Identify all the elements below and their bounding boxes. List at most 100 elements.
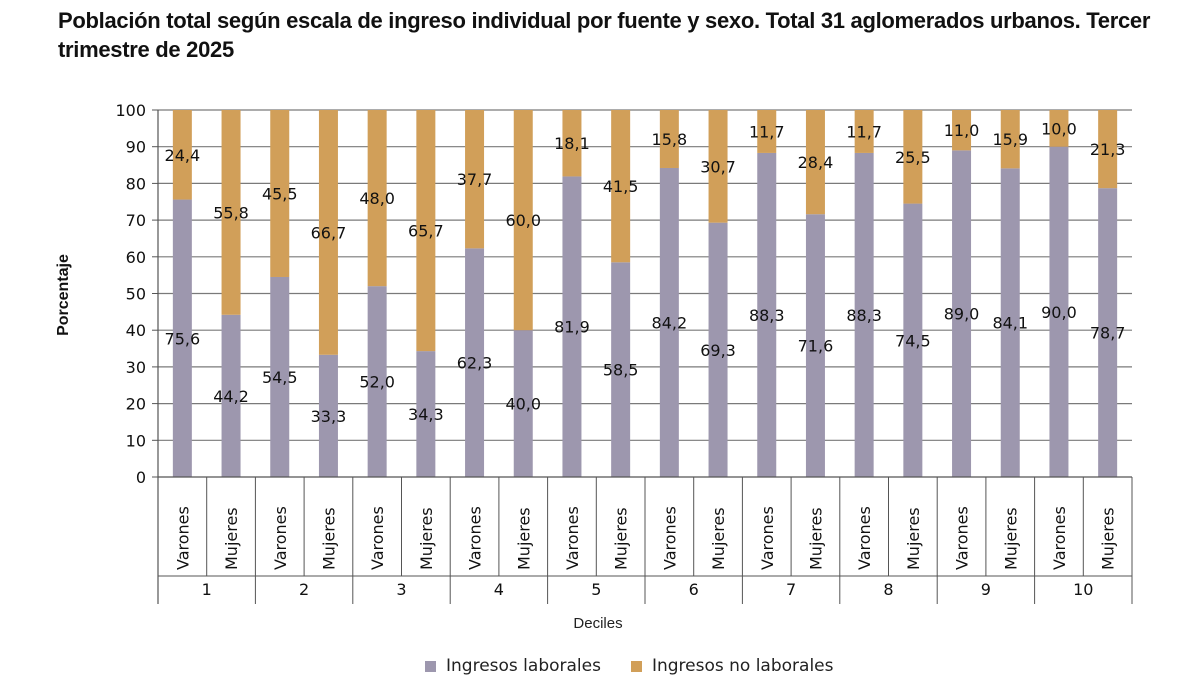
axes: 0 10 20 30 40 50 60 70 80 90 100 1 2 3 4 5 6 7 8 9 10 <box>115 101 1133 604</box>
category-label: Varones <box>1050 506 1069 570</box>
data-label-laborales: 52,0 <box>359 373 395 392</box>
data-label-laborales: 78,7 <box>1090 324 1126 343</box>
data-label-laborales: 74,5 <box>895 331 931 350</box>
bar-no-laborales <box>465 110 485 249</box>
category-label: Varones <box>173 506 192 570</box>
category-label: Varones <box>563 506 582 570</box>
bar-laborales <box>1098 188 1118 477</box>
data-label-laborales: 33,3 <box>311 407 347 426</box>
y-tick-label: 40 <box>126 321 146 340</box>
bar-laborales <box>221 314 241 477</box>
grid-lines <box>158 109 1132 441</box>
data-label-no-laborales: 30,7 <box>700 157 736 176</box>
group-label-decile: 8 <box>883 580 893 599</box>
data-label-laborales: 88,3 <box>749 306 785 325</box>
data-labels: 75,6 24,4 Varones 44,2 55,8 Mujeres 54,5 45,5 Va… <box>165 119 1126 570</box>
bar-no-laborales <box>513 110 533 331</box>
data-label-no-laborales: 11,7 <box>846 122 882 141</box>
category-label: Varones <box>953 506 972 570</box>
y-tick-label: 10 <box>126 431 146 450</box>
bar-laborales <box>416 351 436 477</box>
bars <box>172 110 1118 477</box>
data-label-laborales: 54,5 <box>262 368 298 387</box>
y-tick-label: 30 <box>126 358 146 377</box>
group-label-decile: 4 <box>494 580 504 599</box>
data-label-no-laborales: 15,9 <box>992 130 1028 149</box>
legend-item-laborales: Ingresos laborales <box>425 656 601 676</box>
data-label-no-laborales: 15,8 <box>652 130 688 149</box>
legend-label-no-laborales: Ingresos no laborales <box>651 656 834 676</box>
category-label: Varones <box>466 506 485 570</box>
bar-no-laborales <box>318 110 338 355</box>
group-label-decile: 2 <box>299 580 309 599</box>
data-label-no-laborales: 24,4 <box>165 146 201 165</box>
bar-laborales <box>562 176 582 477</box>
data-label-no-laborales: 21,3 <box>1090 140 1126 159</box>
data-label-no-laborales: 37,7 <box>457 170 493 189</box>
category-label: Mujeres <box>806 507 825 570</box>
data-label-no-laborales: 55,8 <box>213 203 249 222</box>
data-label-laborales: 89,0 <box>944 305 980 324</box>
bar-laborales <box>465 248 485 477</box>
category-label: Mujeres <box>1099 507 1118 570</box>
bar-no-laborales <box>952 110 972 151</box>
data-label-laborales: 84,2 <box>652 313 688 332</box>
bar-no-laborales <box>416 110 436 352</box>
data-label-no-laborales: 60,0 <box>505 211 541 230</box>
bar-laborales <box>270 276 290 477</box>
bar-no-laborales <box>172 110 192 200</box>
category-label: Mujeres <box>222 507 241 570</box>
legend-item-no-laborales: Ingresos no laborales <box>630 656 834 676</box>
data-label-no-laborales: 28,4 <box>798 153 834 172</box>
group-label-decile: 6 <box>689 580 699 599</box>
bar-no-laborales <box>367 110 387 287</box>
data-label-no-laborales: 65,7 <box>408 222 444 241</box>
data-label-laborales: 69,3 <box>700 341 736 360</box>
bar-laborales <box>1000 168 1020 477</box>
category-label: Mujeres <box>514 507 533 570</box>
data-label-laborales: 81,9 <box>554 318 590 337</box>
bar-laborales <box>903 203 923 477</box>
data-label-laborales: 88,3 <box>846 306 882 325</box>
bar-no-laborales <box>221 110 241 315</box>
bar-no-laborales <box>270 110 290 277</box>
bar-laborales <box>805 214 825 477</box>
bar-no-laborales <box>1049 110 1069 147</box>
bar-laborales <box>513 330 533 477</box>
data-label-laborales: 44,2 <box>213 387 249 406</box>
bar-no-laborales <box>757 110 777 153</box>
bar-laborales <box>1049 146 1069 477</box>
data-label-no-laborales: 66,7 <box>311 223 347 242</box>
category-label: Mujeres <box>709 507 728 570</box>
bar-no-laborales <box>1000 110 1020 169</box>
y-tick-label: 70 <box>126 211 146 230</box>
y-tick-label: 80 <box>126 174 146 193</box>
y-tick-label: 100 <box>115 101 146 120</box>
bar-laborales <box>757 152 777 477</box>
data-label-laborales: 90,0 <box>1041 303 1077 322</box>
category-label: Varones <box>368 506 387 570</box>
group-label-decile: 7 <box>786 580 796 599</box>
category-label: Mujeres <box>904 507 923 570</box>
bar-laborales <box>611 262 631 477</box>
bar-laborales <box>708 222 728 477</box>
bar-laborales <box>659 167 679 477</box>
group-label-decile: 1 <box>202 580 212 599</box>
data-label-laborales: 58,5 <box>603 361 639 380</box>
category-label: Varones <box>660 506 679 570</box>
category-label: Varones <box>855 506 874 570</box>
group-label-decile: 3 <box>396 580 406 599</box>
bar-no-laborales <box>854 110 874 153</box>
group-label-decile: 9 <box>981 580 991 599</box>
y-tick-label: 60 <box>126 248 146 267</box>
category-label: Mujeres <box>417 507 436 570</box>
category-label: Mujeres <box>1001 507 1020 570</box>
group-label-decile: 5 <box>591 580 601 599</box>
y-tick-label: 50 <box>126 285 146 304</box>
bar-no-laborales <box>805 110 825 215</box>
data-label-no-laborales: 11,0 <box>944 121 980 140</box>
data-label-no-laborales: 10,0 <box>1041 119 1077 138</box>
data-label-no-laborales: 48,0 <box>359 189 395 208</box>
bar-no-laborales <box>659 110 679 168</box>
